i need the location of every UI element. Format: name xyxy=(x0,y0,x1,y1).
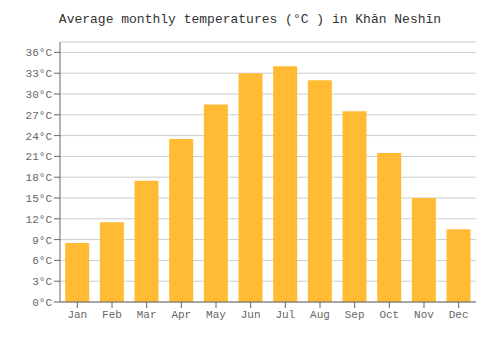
svg-text:6°C: 6°C xyxy=(32,255,52,267)
svg-text:9°C: 9°C xyxy=(32,235,52,247)
svg-text:Jun: Jun xyxy=(241,309,261,321)
svg-text:0°C: 0°C xyxy=(32,297,52,309)
svg-text:Apr: Apr xyxy=(171,309,191,321)
svg-text:Dec: Dec xyxy=(449,309,469,321)
svg-text:May: May xyxy=(206,309,226,321)
html-text:Average monthly temperatures (: Average monthly temperatures (°C ) in Kh… xyxy=(58,12,442,27)
svg-text:15°C: 15°C xyxy=(26,193,53,205)
svg-text:Oct: Oct xyxy=(379,309,399,321)
svg-text:Sep: Sep xyxy=(345,309,365,321)
svg-text:30°C: 30°C xyxy=(26,89,53,101)
svg-text:Mar: Mar xyxy=(137,309,157,321)
svg-text:36°C: 36°C xyxy=(26,47,53,59)
svg-text:21°C: 21°C xyxy=(26,151,53,163)
svg-text:Jul: Jul xyxy=(275,309,295,321)
svg-text:Feb: Feb xyxy=(102,309,122,321)
svg-text:18°C: 18°C xyxy=(26,172,53,184)
svg-text:Aug: Aug xyxy=(310,309,330,321)
svg-text:12°C: 12°C xyxy=(26,214,53,226)
svg-text:27°C: 27°C xyxy=(26,110,53,122)
svg-text:3°C: 3°C xyxy=(32,276,52,288)
svg-text:33°C: 33°C xyxy=(26,68,53,80)
svg-text:Jan: Jan xyxy=(67,309,87,321)
svg-text:24°C: 24°C xyxy=(26,131,53,143)
svg-text:Nov: Nov xyxy=(414,309,434,321)
